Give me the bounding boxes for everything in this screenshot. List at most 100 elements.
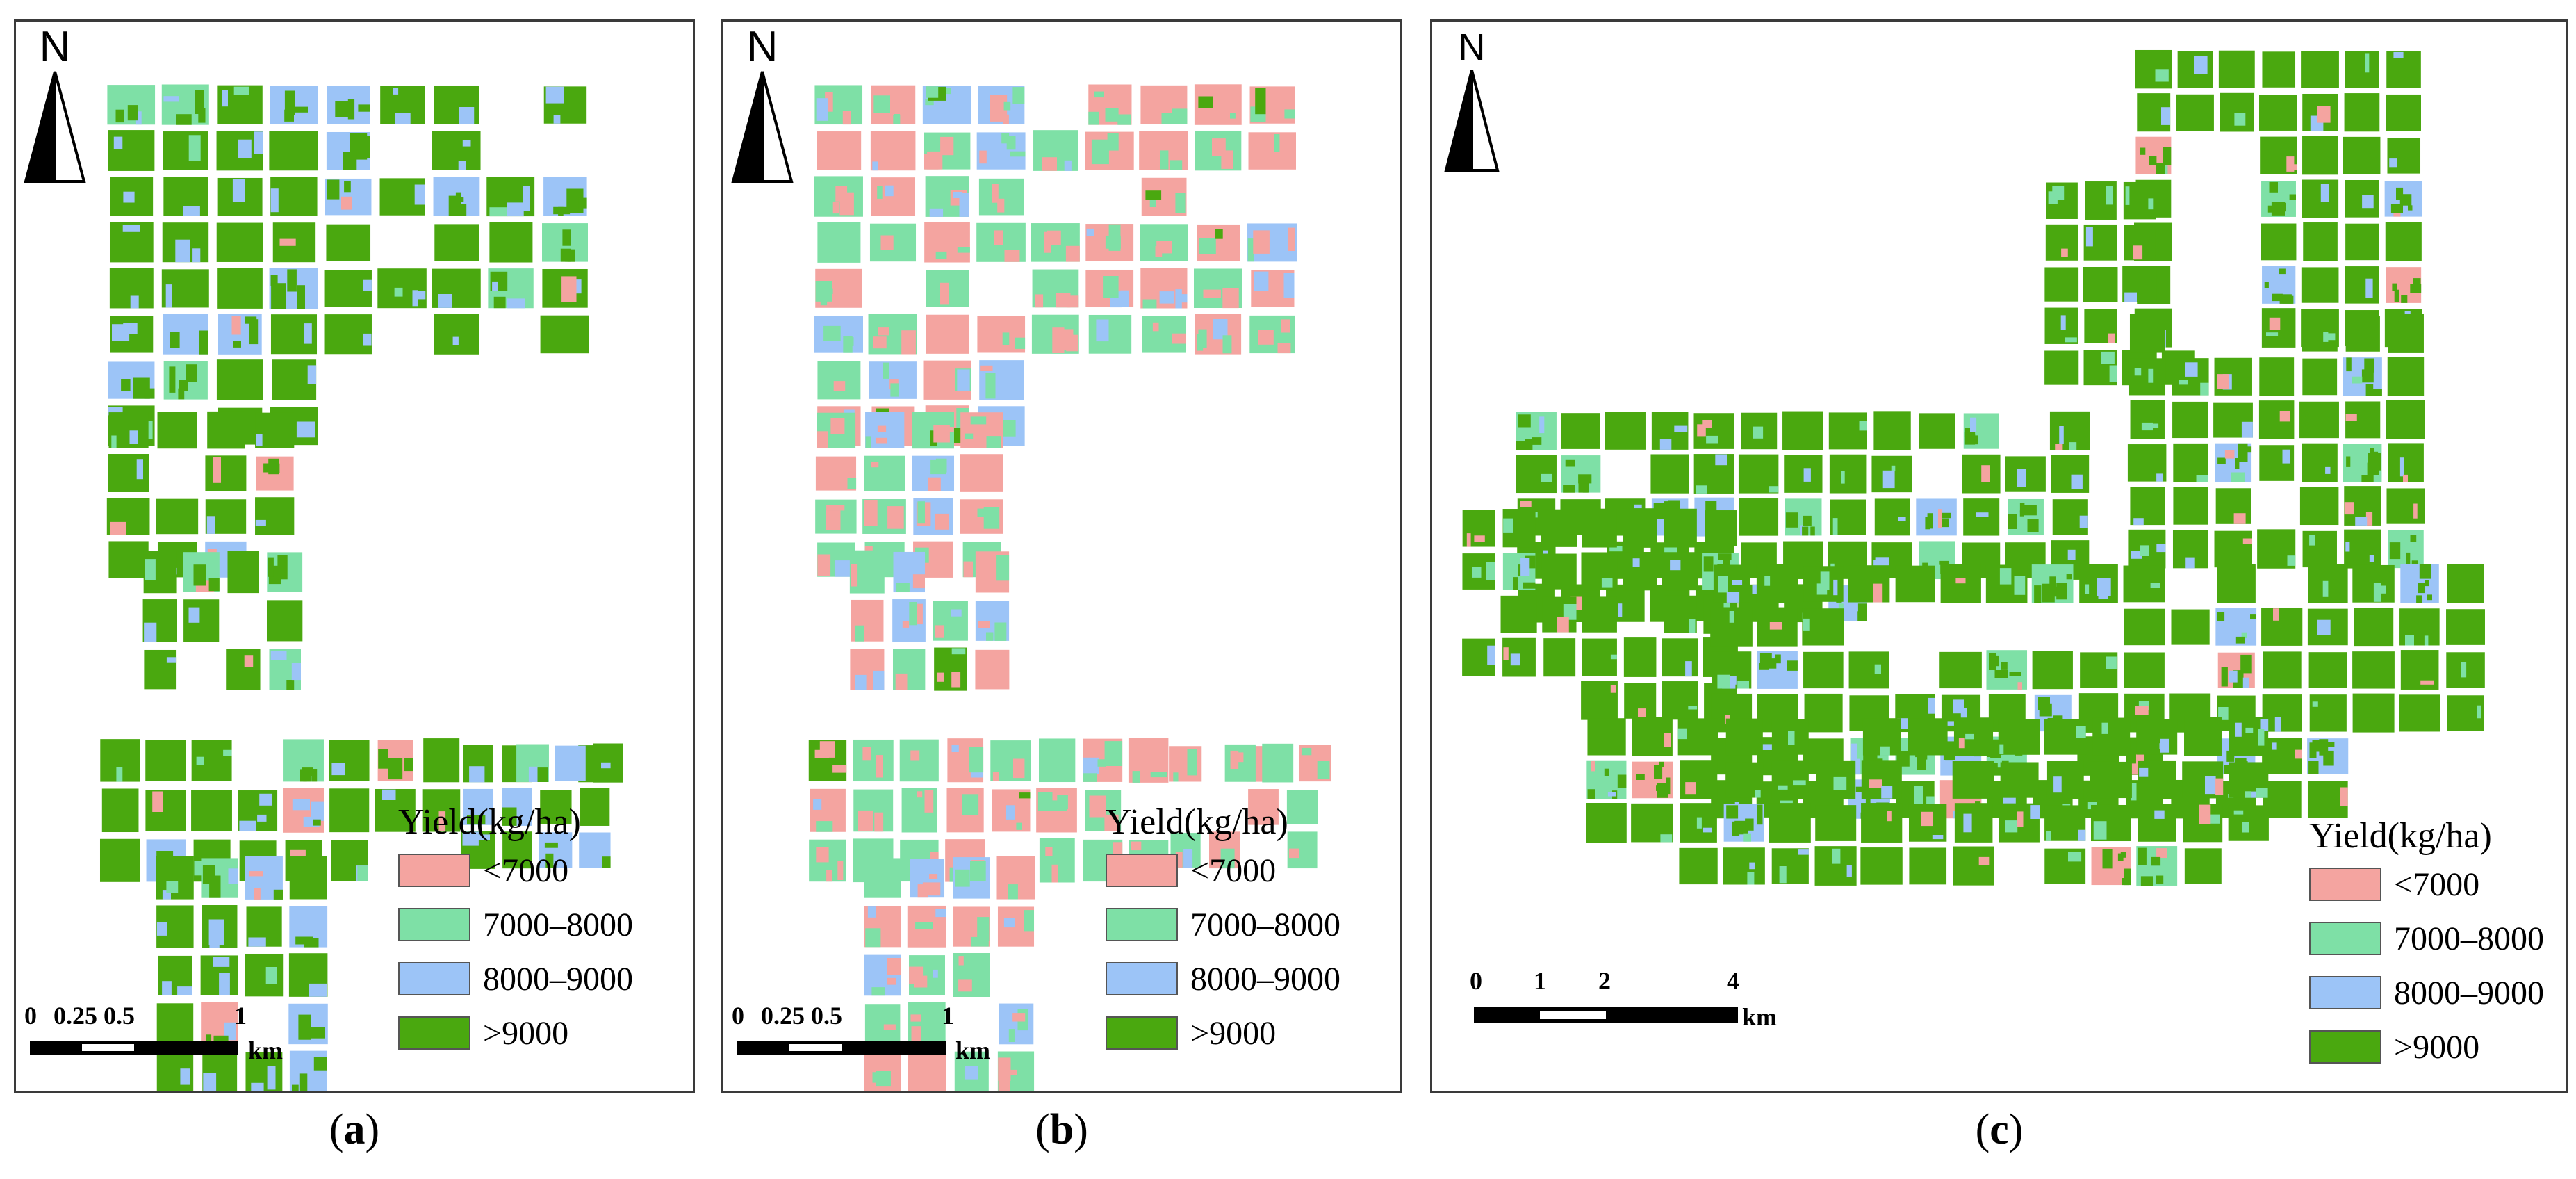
legend-item: <7000 — [2309, 857, 2544, 911]
field-patch — [313, 1057, 327, 1071]
field-patch — [817, 554, 831, 576]
field-patch — [561, 276, 577, 302]
field-patch — [2079, 515, 2088, 528]
field-patch — [858, 810, 873, 831]
field-parcel — [2129, 314, 2165, 353]
field-patch — [953, 428, 962, 443]
field-patch — [1006, 136, 1016, 150]
field-patch — [1729, 611, 1734, 623]
field-patch — [2017, 811, 2024, 827]
field-parcel — [227, 551, 260, 594]
field-patch — [1520, 501, 1532, 507]
field-patch — [1755, 790, 1761, 798]
field-patch — [1873, 560, 1886, 568]
field-patch — [2155, 69, 2169, 82]
field-patch — [1759, 653, 1772, 669]
field-patch — [1785, 512, 1798, 528]
field-parcel — [1623, 552, 1657, 591]
field-patch — [994, 230, 1003, 245]
field-patch — [997, 198, 1005, 213]
panel-label-close: ) — [2008, 1106, 2024, 1153]
field-patch — [2424, 635, 2429, 646]
field-patch — [2221, 667, 2228, 687]
field-parcel — [2387, 357, 2425, 396]
field-patch — [887, 958, 901, 975]
field-patch — [969, 747, 984, 773]
field-patch — [2258, 729, 2265, 746]
field-patch — [2078, 829, 2086, 841]
field-parcel — [1803, 651, 1844, 689]
yield-map-b — [808, 84, 1331, 1091]
field-patch — [2324, 333, 2336, 341]
field-patch — [1094, 91, 1104, 98]
field-patch — [1117, 114, 1131, 125]
field-patch — [951, 745, 959, 752]
field-patch — [1932, 835, 1944, 840]
field-patch — [814, 749, 829, 758]
field-patch — [2005, 820, 2018, 833]
field-patch — [2224, 765, 2233, 774]
north-label: N — [1458, 26, 1486, 68]
field-patch — [986, 436, 1001, 448]
field-parcel — [1829, 454, 1867, 494]
field-parcel — [1962, 454, 2001, 494]
field-patch — [2014, 576, 2026, 595]
field-parcel — [2309, 694, 2347, 732]
field-patch — [1255, 88, 1266, 115]
field-patch — [2019, 503, 2025, 513]
scale-tick-label: 0.5 — [811, 1002, 842, 1030]
field-patch — [970, 861, 986, 881]
field-patch — [2322, 580, 2329, 597]
field-patch — [1156, 241, 1172, 254]
field-patch — [438, 811, 446, 831]
field-parcel — [2387, 138, 2421, 174]
legend-label: <7000 — [483, 852, 569, 889]
field-patch — [951, 672, 961, 688]
field-patch — [2344, 502, 2354, 515]
scale-bar: 0 0.25 0.5 1 km — [732, 1002, 1010, 1071]
field-patch — [2008, 514, 2017, 529]
field-patch — [842, 111, 851, 125]
field-patch — [394, 287, 403, 297]
field-patch — [2149, 156, 2157, 165]
field-patch — [2410, 284, 2422, 293]
field-patch — [414, 184, 425, 205]
field-parcel — [1224, 744, 1256, 782]
field-patch — [1610, 654, 1617, 660]
field-patch — [1222, 288, 1239, 309]
field-patch — [2365, 512, 2373, 526]
legend-label: >9000 — [2394, 1028, 2480, 1066]
field-parcel — [1848, 565, 1890, 603]
field-patch — [2019, 510, 2024, 517]
field-patch — [1696, 817, 1702, 829]
scale-tick-label: 1 — [942, 1002, 954, 1030]
field-patch — [2241, 421, 2253, 438]
field-patch — [1601, 578, 1613, 588]
panel-label-letter: b — [1049, 1106, 1074, 1153]
field-patch — [203, 1073, 217, 1091]
field-parcel — [289, 856, 327, 900]
field-patch — [1277, 343, 1291, 354]
field-patch — [1820, 571, 1830, 590]
field-parcel — [580, 788, 610, 826]
field-patch — [2241, 632, 2247, 639]
field-patch — [872, 161, 878, 171]
field-patch — [219, 973, 230, 995]
scale-tick-label: 0 — [732, 1002, 744, 1030]
field-parcel — [2083, 267, 2118, 302]
field-parcel — [1623, 637, 1657, 677]
field-patch — [1638, 708, 1646, 719]
field-patch — [1874, 664, 1881, 674]
field-patch — [1047, 230, 1061, 245]
field-parcel — [2138, 804, 2176, 842]
field-patch — [927, 151, 943, 170]
field-patch — [1841, 471, 1845, 484]
field-patch — [1173, 772, 1179, 782]
field-patch — [1779, 866, 1787, 884]
field-patch — [2286, 156, 2295, 172]
field-patch — [1632, 558, 1640, 567]
field-patch — [1016, 822, 1022, 830]
field-parcel — [2302, 443, 2338, 482]
field-parcel — [2352, 693, 2395, 733]
field-patch — [327, 179, 340, 200]
